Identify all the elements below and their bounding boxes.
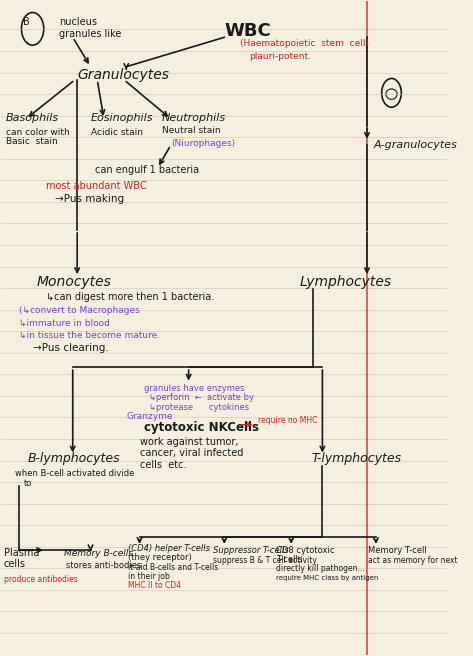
Text: ↳can digest more then 1 bacteria.: ↳can digest more then 1 bacteria. <box>46 292 214 302</box>
Text: Memory T-cell: Memory T-cell <box>368 546 427 554</box>
Text: CD8 cytotoxic: CD8 cytotoxic <box>276 546 334 554</box>
Text: (CD4) helper T-cells: (CD4) helper T-cells <box>129 544 210 553</box>
Text: can engulf 1 bacteria: can engulf 1 bacteria <box>95 165 199 175</box>
Text: require no MHC: require no MHC <box>258 417 317 425</box>
Text: Neutral stain: Neutral stain <box>162 126 220 135</box>
Text: cancer, viral infected: cancer, viral infected <box>140 449 243 459</box>
Text: act as memory for next: act as memory for next <box>368 556 457 565</box>
Text: ↳immature in blood: ↳immature in blood <box>19 318 110 327</box>
Text: (Niurophages): (Niurophages) <box>171 138 235 148</box>
Text: →Pus making: →Pus making <box>55 194 124 203</box>
Text: cells  etc.: cells etc. <box>140 459 186 470</box>
Text: →Pus clearing.: →Pus clearing. <box>33 342 108 352</box>
Text: produce antibodies: produce antibodies <box>4 575 78 584</box>
Text: Basophils: Basophils <box>6 113 59 123</box>
Text: B-lymphocytes: B-lymphocytes <box>28 452 121 465</box>
Text: when B-cell activated divide: when B-cell activated divide <box>15 468 134 478</box>
Text: Basic  stain: Basic stain <box>6 137 58 146</box>
Text: Granulocytes: Granulocytes <box>77 68 169 81</box>
Text: ↳protease      cytokines: ↳protease cytokines <box>149 403 249 411</box>
Text: Granzyme: Granzyme <box>126 412 173 420</box>
Text: WBC: WBC <box>224 22 271 40</box>
Text: (↳convert to Macrophages: (↳convert to Macrophages <box>19 306 140 315</box>
Text: ↳perforin  ←  activate by: ↳perforin ← activate by <box>149 394 254 402</box>
Text: stores anti-bodies: stores anti-bodies <box>66 561 141 569</box>
Text: Monocytes: Monocytes <box>37 276 112 289</box>
Text: in their job: in their job <box>129 572 170 581</box>
Text: granules have enzymes: granules have enzymes <box>144 384 245 393</box>
Text: cytotoxic NKCells: cytotoxic NKCells <box>144 420 259 434</box>
Text: Lymphocytes: Lymphocytes <box>300 276 392 289</box>
Text: ↳in tissue the become mature.: ↳in tissue the become mature. <box>19 331 160 340</box>
Text: Neutrophils: Neutrophils <box>162 113 226 123</box>
Text: Plasma: Plasma <box>4 548 39 558</box>
Text: plauri-potent.: plauri-potent. <box>249 52 311 62</box>
Text: to: to <box>24 479 32 488</box>
Text: Eosinophils: Eosinophils <box>90 113 153 123</box>
Text: Memory B-cells: Memory B-cells <box>64 549 133 558</box>
Text: work against tumor,: work against tumor, <box>140 438 238 447</box>
Text: (Haematopoietic  stem  cell): (Haematopoietic stem cell) <box>240 39 369 49</box>
Text: T-cells: T-cells <box>276 555 302 564</box>
Text: require MHC class by antigen: require MHC class by antigen <box>276 575 378 581</box>
Text: MHC II to CD4: MHC II to CD4 <box>129 581 182 590</box>
Text: directly kill pathogen...: directly kill pathogen... <box>276 564 364 573</box>
Text: it aid B-cells and T-cells: it aid B-cells and T-cells <box>129 563 219 571</box>
Text: Acidic stain: Acidic stain <box>90 127 142 136</box>
Text: (they receptor): (they receptor) <box>129 554 192 562</box>
Text: suppress B & T cell activity: suppress B & T cell activity <box>213 556 317 565</box>
Text: T-lymphocytes: T-lymphocytes <box>311 452 402 465</box>
Text: can color with: can color with <box>6 127 70 136</box>
Text: A-granulocytes: A-granulocytes <box>374 140 457 150</box>
Text: nucleus: nucleus <box>59 17 97 28</box>
Text: Suppressor T-cells: Suppressor T-cells <box>213 546 289 554</box>
Text: most abundant WBC: most abundant WBC <box>46 180 147 191</box>
Text: B: B <box>23 17 29 28</box>
Text: cells: cells <box>4 560 26 569</box>
Text: granules like: granules like <box>59 29 122 39</box>
